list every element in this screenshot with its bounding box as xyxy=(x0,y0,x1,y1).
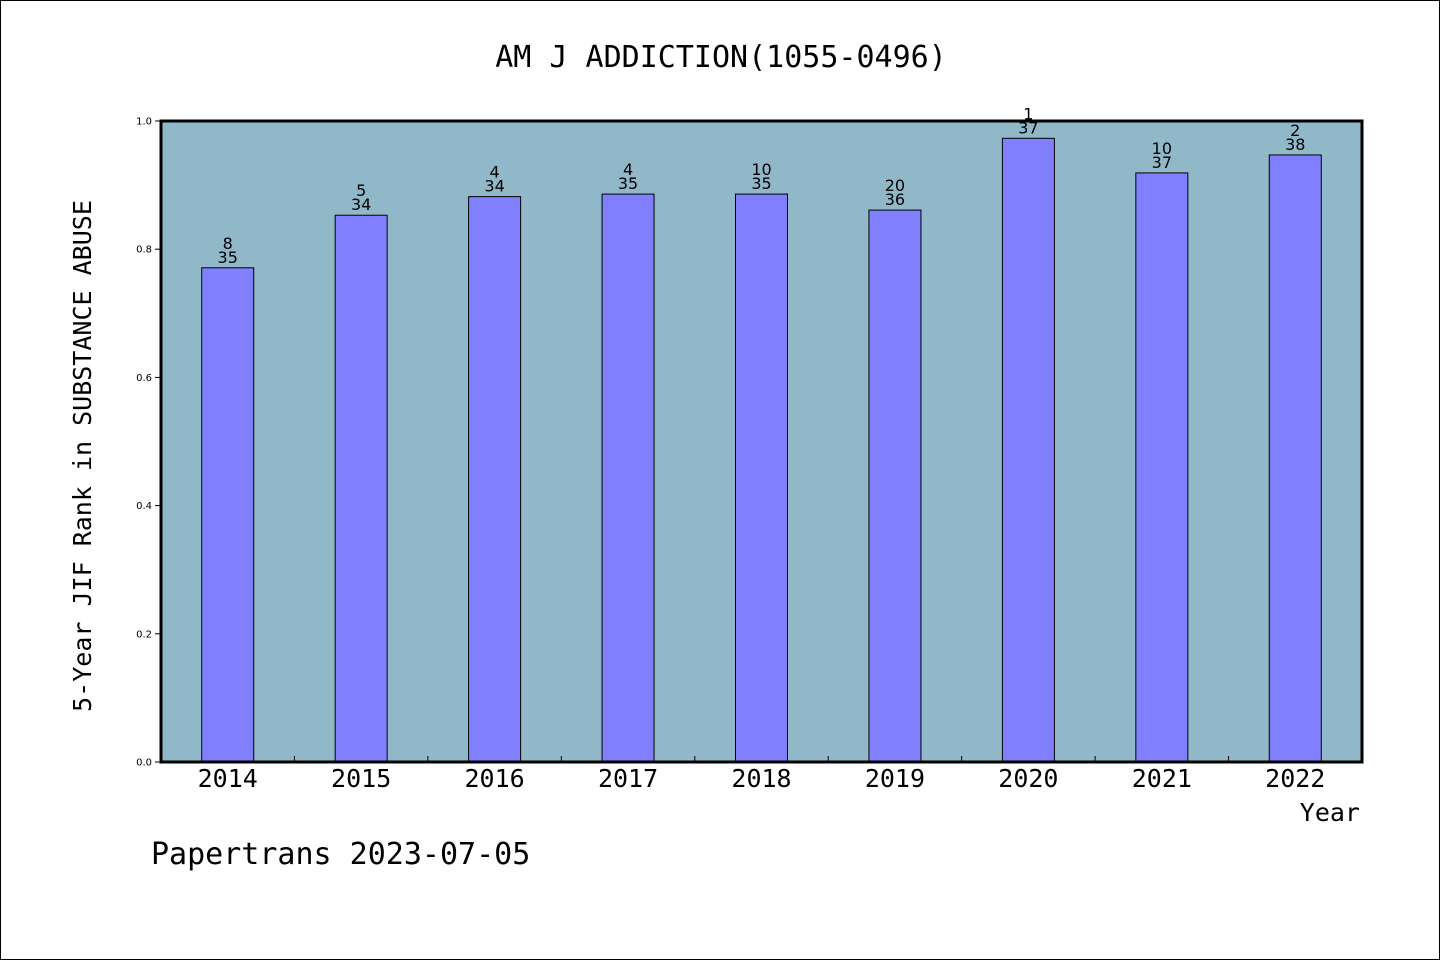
x-tick-label-2018: 2018 xyxy=(731,764,791,793)
bar-rank-label-2022: 2 xyxy=(1290,121,1300,140)
x-axis-label: Year xyxy=(1300,798,1360,827)
chart-title: AM J ADDICTION(1055-0496) xyxy=(495,40,947,75)
bar-rank-label-2021: 10 xyxy=(1152,139,1172,158)
y-tick-label: 0.4 xyxy=(136,501,152,512)
bar-rank-label-2017: 4 xyxy=(623,160,633,179)
bar-2016 xyxy=(468,196,522,763)
x-tick-label-2022: 2022 xyxy=(1265,764,1325,793)
bar-total-label-2022: 38 xyxy=(1285,135,1305,154)
footer-stamp: Papertrans 2023-07-05 xyxy=(151,837,530,872)
bar-2020 xyxy=(1001,137,1055,763)
bar-total-label-2020: 37 xyxy=(1018,118,1038,137)
y-tick-label: 0.8 xyxy=(136,245,152,256)
x-tick-label-2020: 2020 xyxy=(998,764,1058,793)
x-tick-label-2014: 2014 xyxy=(198,764,258,793)
bar-rank-label-2015: 5 xyxy=(356,181,366,200)
bar-rank-label-2019: 20 xyxy=(885,176,905,195)
y-tick-label: 0.0 xyxy=(136,758,152,769)
bar-2021 xyxy=(1135,172,1189,763)
bar-rank-label-2020: 1 xyxy=(1023,104,1033,123)
y-axis-label: 5-Year JIF Rank in SUBSTANCE ABUSE xyxy=(68,200,97,712)
bar-2015 xyxy=(334,214,388,763)
bar-2019 xyxy=(868,209,922,763)
x-tick-label-2019: 2019 xyxy=(865,764,925,793)
bar-2018 xyxy=(735,193,788,763)
bar-2022 xyxy=(1268,154,1322,763)
y-tick-label: 0.2 xyxy=(136,629,152,640)
bar-rank-label-2018: 10 xyxy=(751,160,771,179)
x-tick-label-2017: 2017 xyxy=(598,764,658,793)
y-tick-label: 1.0 xyxy=(136,117,152,128)
bar-rank-label-2016: 4 xyxy=(490,163,500,182)
x-tick-label-2015: 2015 xyxy=(331,764,391,793)
bar-total-label-2021: 37 xyxy=(1152,153,1172,172)
bar-total-label-2019: 36 xyxy=(885,190,905,209)
plot-border xyxy=(159,119,1364,764)
bar-total-label-2014: 35 xyxy=(218,248,238,267)
bar-rank-label-2014: 8 xyxy=(223,234,233,253)
bar-total-label-2015: 34 xyxy=(351,195,371,214)
bar-total-label-2018: 35 xyxy=(751,174,771,193)
bar-total-label-2017: 35 xyxy=(618,174,638,193)
bar-total-label-2016: 34 xyxy=(484,177,504,196)
axis-ticks: 2014 2015 2016 2017 2018 2019 2020 2021 2022 0.0 0… xyxy=(136,117,1325,794)
bar-2014 xyxy=(201,267,255,763)
x-tick-label-2016: 2016 xyxy=(465,764,525,793)
x-tick-label-2021: 2021 xyxy=(1132,764,1192,793)
bar-2017 xyxy=(601,193,655,763)
y-tick-label: 0.6 xyxy=(136,373,152,384)
